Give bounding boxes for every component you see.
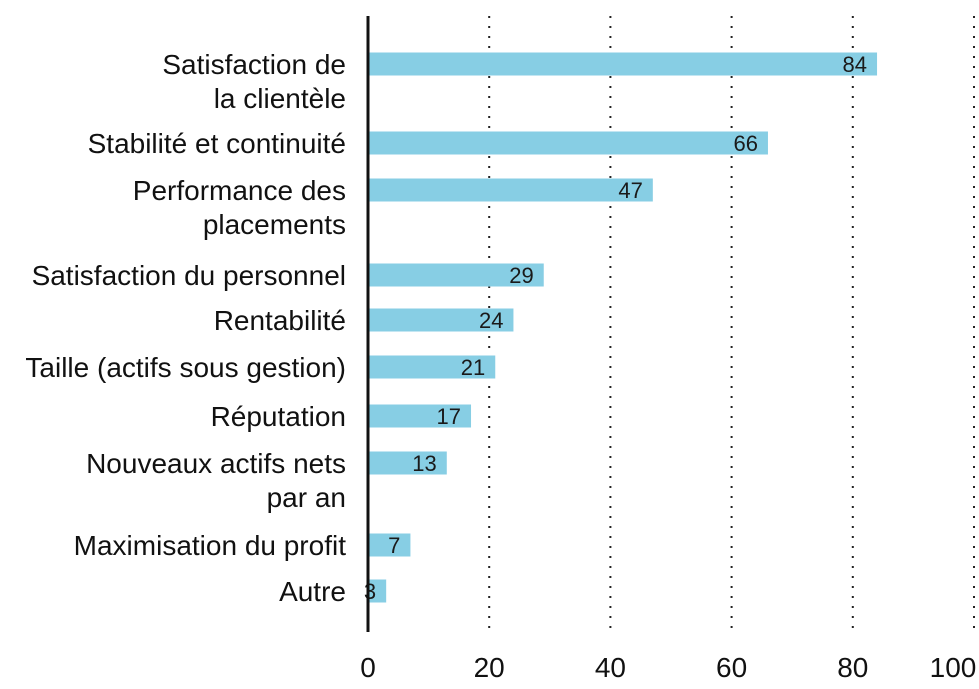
value-label-4: 24 (479, 308, 503, 333)
value-label-0: 84 (843, 52, 867, 77)
value-label-5: 21 (461, 355, 485, 380)
category-label-1: Stabilité et continuité (88, 128, 346, 159)
value-label-1: 66 (733, 131, 757, 156)
category-label-line: Satisfaction de (162, 49, 346, 80)
x-tick-label-0: 0 (360, 652, 376, 683)
bar-1 (368, 131, 768, 155)
bar-9 (368, 579, 387, 603)
x-tick-label-40: 40 (595, 652, 626, 683)
category-label-9: Autre (279, 576, 346, 607)
category-label-line: par an (267, 482, 346, 513)
bar-8 (368, 533, 411, 557)
bar-5 (368, 355, 496, 379)
x-tick-label-100: 100 (930, 652, 977, 683)
category-label-line: Réputation (211, 401, 346, 432)
grid-lines (488, 16, 975, 632)
category-label-line: Nouveaux actifs nets (86, 448, 346, 479)
value-label-7: 13 (412, 451, 436, 476)
x-tick-label-80: 80 (837, 652, 868, 683)
value-label-2: 47 (618, 178, 642, 203)
value-label-6: 17 (437, 404, 461, 429)
bar-7 (368, 451, 447, 475)
bar-6 (368, 404, 472, 428)
bar-2 (368, 178, 653, 202)
bars (368, 52, 878, 603)
category-label-line: Satisfaction du personnel (32, 260, 346, 291)
value-label-9: 3 (364, 579, 376, 604)
category-label-line: Performance des (133, 175, 346, 206)
category-label-4: Rentabilité (214, 305, 346, 336)
category-label-6: Réputation (211, 401, 346, 432)
category-label-line: Maximisation du profit (74, 530, 347, 561)
category-label-line: Autre (279, 576, 346, 607)
category-label-0: Satisfaction de la clientèle (162, 49, 346, 114)
category-label-line: Stabilité et continuité (88, 128, 346, 159)
bar-0 (368, 52, 878, 76)
bar-4 (368, 308, 514, 332)
category-label-2: Performance des placements (133, 175, 346, 240)
category-label-3: Satisfaction du personnel (32, 260, 346, 291)
x-axis-tick-labels: 0 20 40 60 80 100 (360, 652, 976, 683)
category-label-8: Maximisation du profit (74, 530, 347, 561)
category-labels: Satisfaction de la clientèle Stabilité et … (25, 49, 346, 607)
category-label-line: Taille (actifs sous gestion) (25, 352, 346, 383)
category-label-7: Nouveaux actifs nets par an (86, 448, 346, 513)
category-label-line: Rentabilité (214, 305, 346, 336)
category-label-5: Taille (actifs sous gestion) (25, 352, 346, 383)
category-label-line: la clientèle (214, 83, 346, 114)
x-tick-label-60: 60 (716, 652, 747, 683)
bar-3 (368, 263, 544, 287)
x-tick-label-20: 20 (474, 652, 505, 683)
value-label-8: 7 (388, 533, 400, 558)
category-label-line: placements (203, 209, 346, 240)
value-label-3: 29 (509, 263, 533, 288)
